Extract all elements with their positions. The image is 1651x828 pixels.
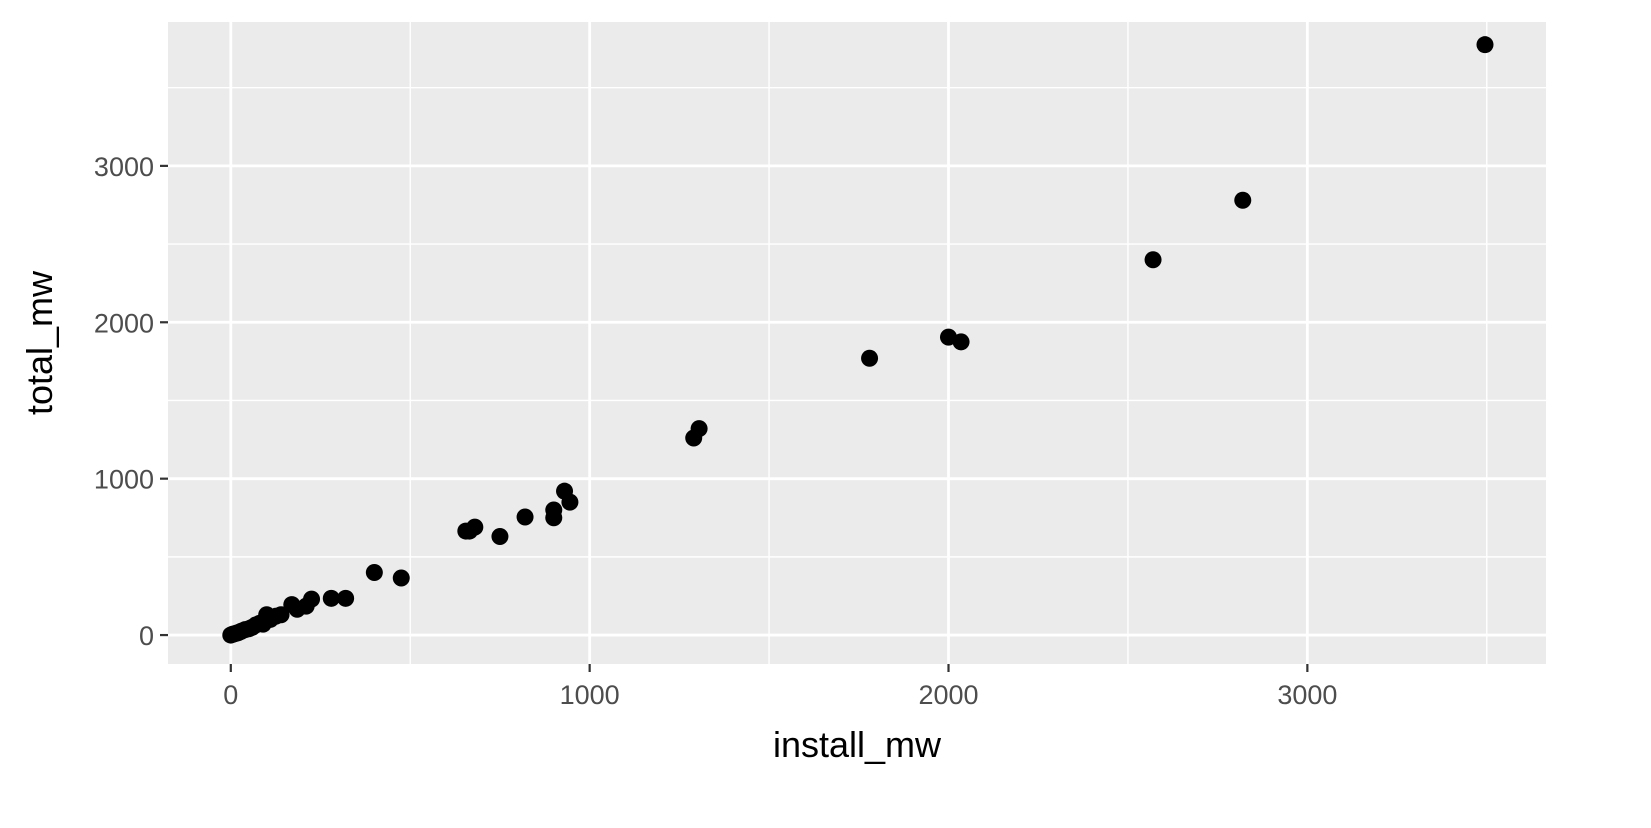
data-point <box>952 333 970 351</box>
y-tick-label: 0 <box>139 621 154 651</box>
data-point <box>690 420 708 438</box>
data-point <box>491 528 509 546</box>
data-point <box>1234 191 1252 209</box>
data-point <box>1476 36 1494 54</box>
y-tick-label: 3000 <box>94 152 154 182</box>
data-point <box>365 564 383 582</box>
minor-gridlines <box>168 22 1546 664</box>
data-point <box>303 590 321 608</box>
data-point <box>337 589 355 607</box>
axis-ticks <box>160 164 1309 672</box>
data-point <box>861 349 879 367</box>
data-point <box>516 508 534 526</box>
x-tick-label: 3000 <box>1277 680 1337 710</box>
y-tick-label: 1000 <box>94 465 154 495</box>
data-point <box>545 501 563 519</box>
data-point <box>272 606 290 624</box>
axis-tick-labels: 0 1000 2000 3000 0 1000 2000 3000 <box>94 152 1337 710</box>
data-point <box>392 569 410 587</box>
data-point <box>1144 251 1162 269</box>
x-axis-title: install_mw <box>773 724 942 765</box>
x-tick-label: 0 <box>223 680 238 710</box>
data-points <box>222 36 1494 644</box>
data-point <box>466 518 484 536</box>
x-tick-label: 1000 <box>560 680 620 710</box>
data-point <box>322 589 340 607</box>
y-tick-label: 2000 <box>94 308 154 338</box>
data-point <box>561 493 579 511</box>
y-axis-title: total_mw <box>19 270 60 415</box>
x-tick-label: 2000 <box>918 680 978 710</box>
